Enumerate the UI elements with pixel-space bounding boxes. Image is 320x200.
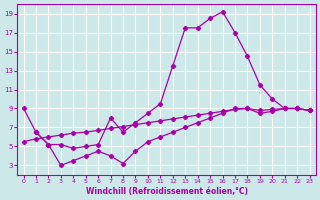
X-axis label: Windchill (Refroidissement éolien,°C): Windchill (Refroidissement éolien,°C): [85, 187, 248, 196]
